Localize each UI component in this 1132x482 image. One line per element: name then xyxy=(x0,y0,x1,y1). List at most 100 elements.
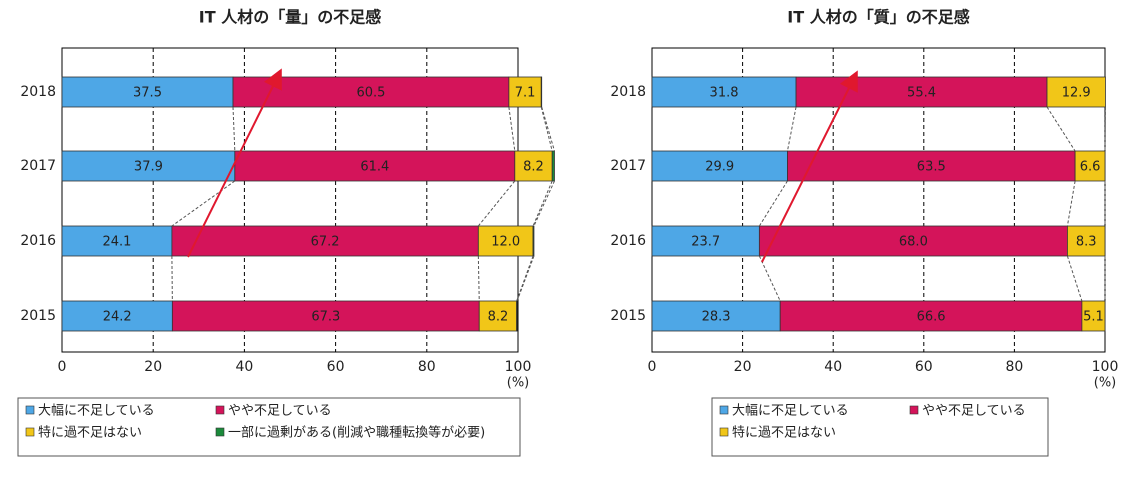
connector xyxy=(786,106,797,152)
legend-label: 大幅に不足している xyxy=(732,404,849,419)
bar-value-label: 67.3 xyxy=(311,310,340,325)
bar-segment xyxy=(1081,300,1106,332)
bar-segment xyxy=(61,76,234,108)
bar-segment xyxy=(1067,225,1106,257)
connector xyxy=(477,255,480,302)
y-tick-label: 2015 xyxy=(20,308,56,324)
x-tick-label: 0 xyxy=(58,359,67,375)
bar-segment xyxy=(477,225,534,257)
bar-value-label: 6.6 xyxy=(1080,160,1101,175)
bar-value-label: 67.2 xyxy=(311,235,340,250)
legend-label: 大幅に不足している xyxy=(38,404,155,419)
legend-swatch xyxy=(25,405,35,415)
bar-segment xyxy=(651,300,781,332)
y-tick-label: 2018 xyxy=(20,84,56,100)
bar-segment xyxy=(1074,150,1106,182)
legend-label: 一部に過剰がある(削減や職種転換等が必要) xyxy=(228,425,485,441)
bar-value-label: 23.7 xyxy=(691,235,720,250)
bar-value-label: 8.2 xyxy=(523,160,544,175)
bar-segment xyxy=(551,150,555,182)
bar-segment xyxy=(651,150,788,182)
legend-swatch xyxy=(719,405,729,415)
legend-swatch xyxy=(25,427,35,437)
legend-box xyxy=(711,397,1049,457)
legend-label: 特に過不足はない xyxy=(38,426,142,441)
x-tick-label: 20 xyxy=(734,359,752,375)
bar-segment xyxy=(478,300,518,332)
plot-frame xyxy=(651,47,1106,353)
bar-value-label: 12.0 xyxy=(491,235,520,250)
connector xyxy=(516,255,534,302)
bar-value-label: 66.6 xyxy=(917,310,946,325)
x-tick-label: 60 xyxy=(915,359,933,375)
legend-label: やや不足している xyxy=(922,404,1026,419)
bar-segment xyxy=(171,300,480,332)
bar-segment xyxy=(234,150,516,182)
bar-value-label: 29.9 xyxy=(705,160,734,175)
y-tick-label: 2017 xyxy=(20,158,56,174)
connector xyxy=(508,106,516,152)
legend-box xyxy=(17,397,521,457)
x-tick-label: 20 xyxy=(144,359,162,375)
bar-segment xyxy=(758,225,1068,257)
connector xyxy=(477,180,516,227)
bar-value-label: 12.9 xyxy=(1062,86,1091,101)
bar-value-label: 8.3 xyxy=(1076,235,1097,250)
connector xyxy=(540,106,553,152)
bar-value-label: 5.1 xyxy=(1083,310,1104,325)
bar-value-label: 37.5 xyxy=(133,86,162,101)
connector xyxy=(758,180,788,227)
legend-swatch xyxy=(215,405,225,415)
x-tick-label: 0 xyxy=(648,359,657,375)
connector xyxy=(516,255,535,302)
bar-segment xyxy=(651,76,797,108)
x-tick-label: 80 xyxy=(1005,359,1023,375)
connector xyxy=(1066,255,1083,302)
legend-label: やや不足している xyxy=(228,404,332,419)
y-tick-label: 2016 xyxy=(610,233,646,249)
legend-swatch xyxy=(215,427,225,437)
bar-value-label: 8.2 xyxy=(488,310,509,325)
trend-arrow xyxy=(187,68,282,258)
x-tick-label: 40 xyxy=(235,359,253,375)
bar-value-label: 55.4 xyxy=(907,86,936,101)
x-tick-label: 80 xyxy=(418,359,436,375)
bar-segment xyxy=(171,225,479,257)
x-unit: (%) xyxy=(507,376,530,391)
bar-value-label: 28.3 xyxy=(702,310,731,325)
bar-value-label: 60.5 xyxy=(356,86,385,101)
y-tick-label: 2016 xyxy=(20,233,56,249)
plot-frame xyxy=(61,47,519,353)
bar-value-label: 24.1 xyxy=(102,235,131,250)
connector xyxy=(533,180,555,227)
bar-value-label: 68.0 xyxy=(899,235,928,250)
bar-value-label: 37.9 xyxy=(134,160,163,175)
connector xyxy=(758,255,781,302)
x-tick-label: 40 xyxy=(824,359,842,375)
connector xyxy=(541,106,555,152)
bar-segment xyxy=(1046,76,1106,108)
bar-value-label: 7.1 xyxy=(515,86,536,101)
bar-segment xyxy=(779,300,1083,332)
x-tick-label: 100 xyxy=(1092,359,1119,375)
bar-value-label: 63.5 xyxy=(917,160,946,175)
x-tick-label: 100 xyxy=(505,359,532,375)
connector xyxy=(171,180,236,227)
trend-arrow xyxy=(761,70,858,263)
y-tick-label: 2018 xyxy=(610,84,646,100)
bar-segment xyxy=(787,150,1076,182)
connector xyxy=(532,180,553,227)
bar-segment xyxy=(651,225,760,257)
connector xyxy=(232,106,236,152)
chart-title: IT 人材の「量」の不足感 xyxy=(199,8,381,27)
connector xyxy=(1046,106,1076,152)
bar-segment xyxy=(532,225,535,257)
connector xyxy=(1066,180,1076,227)
bar-value-label: 61.4 xyxy=(360,160,389,175)
bar-value-label: 31.8 xyxy=(710,86,739,101)
legend-swatch xyxy=(909,405,919,415)
bar-segment xyxy=(61,300,173,332)
y-tick-label: 2017 xyxy=(610,158,646,174)
y-tick-label: 2015 xyxy=(610,308,646,324)
